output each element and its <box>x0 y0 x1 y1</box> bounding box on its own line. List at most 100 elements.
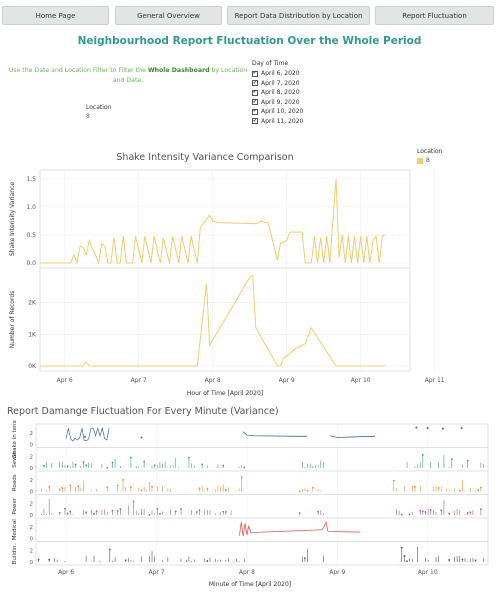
data-point <box>415 426 418 429</box>
data-point <box>403 555 406 557</box>
data-point <box>174 510 177 513</box>
x-axis-label: Hour of Time [April 2020] <box>187 390 263 397</box>
legend-item[interactable]: 8 <box>417 157 442 164</box>
data-point <box>414 485 416 488</box>
panel-label: Sewer <box>12 450 18 468</box>
data-point <box>140 489 143 491</box>
data-point <box>151 485 153 488</box>
data-point <box>448 512 451 515</box>
data-point <box>222 510 225 513</box>
checkbox-checked-icon[interactable]: ✔ <box>252 98 258 106</box>
data-point <box>408 513 411 516</box>
nav-home-button[interactable]: Home Page <box>2 6 109 25</box>
data-point <box>48 558 51 561</box>
data-point <box>477 489 480 491</box>
data-point <box>69 484 72 487</box>
page-title: Neighbourhood Report Fluctuation Over th… <box>77 35 422 47</box>
data-point <box>83 435 86 438</box>
x-tick-label: Apr 8 <box>205 377 221 384</box>
series-line <box>242 431 308 437</box>
day-filter-list: ✔ April 6, 2020 ✔ April 7, 2020 ✔ April 8, 20… <box>252 69 303 126</box>
data-point <box>74 463 77 466</box>
x-tick-label: Apr 10 <box>418 569 438 576</box>
data-point <box>240 476 243 479</box>
legend-title: Location <box>417 148 443 155</box>
data-point <box>66 465 69 468</box>
data-point <box>85 464 87 467</box>
day-filter-option[interactable]: ✔ April 9, 2020 <box>252 98 303 108</box>
day-filter-option[interactable]: ✔ April 10, 2020 <box>252 107 303 117</box>
data-point <box>148 513 151 516</box>
panel-label: Medical <box>12 519 18 541</box>
data-point <box>111 509 114 512</box>
data-point <box>106 466 109 469</box>
data-point <box>85 511 87 514</box>
x-axis-label: Minute of Time [April 2020] <box>209 581 291 588</box>
data-point <box>106 486 109 489</box>
data-point <box>201 463 204 466</box>
y-tick-label: 2K <box>28 300 37 307</box>
legend-item-label: 8 <box>426 157 430 164</box>
data-point <box>441 427 444 430</box>
data-point <box>466 459 469 462</box>
data-point <box>448 558 451 561</box>
location-filter-value[interactable]: 8 <box>86 113 90 120</box>
panel-label: Buildin.. <box>12 542 18 565</box>
data-point <box>130 456 132 459</box>
day-filter-option[interactable]: ✔ April 8, 2020 <box>252 88 303 98</box>
data-point <box>130 486 132 488</box>
data-point <box>93 512 95 515</box>
data-point <box>95 510 98 513</box>
data-point <box>108 548 111 551</box>
data-point <box>58 511 61 514</box>
day-filter-option[interactable]: ✔ April 6, 2020 <box>252 69 303 79</box>
y-tick-label: 0 <box>30 490 34 496</box>
series-line <box>40 178 386 265</box>
nav-overview-button[interactable]: General Overview <box>115 6 222 25</box>
y-axis-label: Number of Records <box>9 291 16 349</box>
data-point <box>317 510 320 513</box>
x-tick-label: Apr 11 <box>425 377 445 384</box>
x-tick-label: Apr 6 <box>58 569 74 576</box>
data-point <box>132 500 135 503</box>
data-point <box>243 466 246 469</box>
data-point <box>421 510 424 513</box>
series-line <box>329 435 376 438</box>
data-point <box>122 478 124 481</box>
checkbox-checked-icon[interactable]: ✔ <box>252 79 258 87</box>
y-tick-label: 0 <box>30 560 34 566</box>
data-point <box>474 559 477 562</box>
data-point <box>419 509 422 512</box>
checkbox-checked-icon[interactable]: ✔ <box>252 108 258 115</box>
data-point <box>469 511 472 514</box>
data-point <box>180 508 182 510</box>
shake-variance-chart: Apr 6 Apr 7 Apr 8 Apr 9 Apr 10 Apr 11 Hour of … <box>9 169 445 397</box>
legend-swatch <box>417 157 423 164</box>
day-filter-option[interactable]: ✔ April 11, 2020 <box>252 117 303 127</box>
data-point <box>479 486 482 489</box>
nav-fluctuation-button[interactable]: Report Fluctuation <box>375 6 494 25</box>
data-point <box>48 485 51 488</box>
data-point <box>424 510 427 513</box>
data-point <box>224 511 227 513</box>
data-point <box>58 488 61 491</box>
data-point <box>298 512 301 515</box>
x-tick-label: Apr 8 <box>239 569 255 576</box>
data-point <box>116 510 119 512</box>
data-point <box>77 485 80 488</box>
checkbox-checked-icon[interactable]: ✔ <box>252 89 258 96</box>
x-tick-label: Apr 9 <box>279 377 295 384</box>
checkbox-checked-icon[interactable]: ✔ <box>252 117 258 125</box>
series-line <box>239 520 360 537</box>
checkbox-checked-icon[interactable]: ✔ <box>252 70 258 77</box>
data-point <box>461 558 464 561</box>
data-point <box>406 560 408 563</box>
y-tick-label: 2 <box>30 501 34 507</box>
day-filter-option[interactable]: ✔ April 7, 2020 <box>252 79 303 89</box>
nav-distribution-button[interactable]: Report Data Distribution by Location <box>227 6 370 25</box>
data-point <box>64 507 66 510</box>
x-tick-label: Apr 6 <box>57 377 73 384</box>
data-point <box>298 490 301 493</box>
data-point <box>479 508 482 511</box>
